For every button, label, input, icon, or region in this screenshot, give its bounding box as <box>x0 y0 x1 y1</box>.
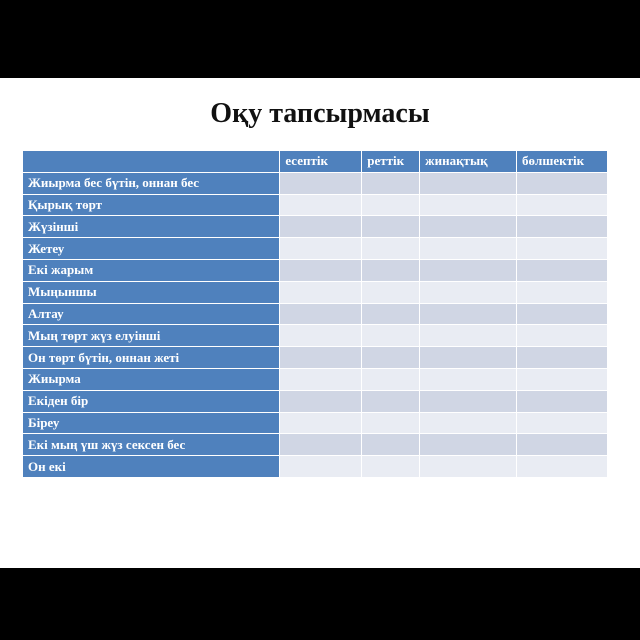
answer-cell <box>516 280 608 304</box>
table-row: Жиырма бес бүтін, оннан бес <box>21 171 608 195</box>
table-row: Екі мың үш жүз сексен бес <box>21 433 608 457</box>
answer-cell <box>361 237 421 260</box>
row-label: Он екі <box>21 455 281 478</box>
answer-cell <box>516 302 608 326</box>
answer-cell <box>361 367 421 391</box>
slide-title: Оқу тапсырмасы <box>210 98 430 129</box>
row-label: Мыңыншы <box>21 280 281 304</box>
answer-cell <box>516 258 608 282</box>
table-row: Мыңыншы <box>21 280 608 304</box>
answer-cell <box>279 433 363 457</box>
answer-cell <box>279 324 363 348</box>
answer-cell <box>279 411 363 435</box>
answer-cell <box>516 346 608 369</box>
answer-cell <box>419 302 518 326</box>
answer-cell <box>419 280 518 304</box>
answer-cell <box>419 346 518 369</box>
answer-cell <box>361 346 421 369</box>
answer-cell <box>419 237 518 260</box>
row-label: Біреу <box>21 411 281 435</box>
answer-cell <box>361 433 421 457</box>
table-header-row: есептік реттік жинақтық бөлшектік <box>21 150 608 173</box>
table-row: Он төрт бүтін, оннан жеті <box>21 346 608 369</box>
answer-cell <box>361 324 421 348</box>
answer-cell <box>516 324 608 348</box>
row-label: Екі мың үш жүз сексен бес <box>21 433 281 457</box>
table-row: Қырық төрт <box>21 193 608 217</box>
answer-cell <box>361 171 421 195</box>
answer-cell <box>419 324 518 348</box>
answer-cell <box>516 389 608 413</box>
answer-cell <box>419 411 518 435</box>
table-row: Алтау <box>21 302 608 326</box>
table-row: Екіден бір <box>21 389 608 413</box>
row-label: Қырық төрт <box>21 193 281 217</box>
answer-cell <box>361 411 421 435</box>
row-label: Жетеу <box>21 237 281 260</box>
number-table: есептік реттік жинақтық бөлшектік Жиырма бе… <box>21 150 608 478</box>
answer-cell <box>361 193 421 217</box>
answer-cell <box>361 215 421 239</box>
row-label: Жүзінші <box>21 215 281 239</box>
answer-cell <box>361 258 421 282</box>
row-label: Алтау <box>21 302 281 326</box>
answer-cell <box>361 389 421 413</box>
table-row: Мың төрт жүз елуінші <box>21 324 608 348</box>
answer-cell <box>279 455 363 478</box>
answer-cell <box>516 367 608 391</box>
row-label: Мың төрт жүз елуінші <box>21 324 281 348</box>
row-label: Екіден бір <box>21 389 281 413</box>
column-header: жинақтық <box>419 150 518 173</box>
table-row: Жүзінші <box>21 215 608 239</box>
answer-cell <box>516 215 608 239</box>
answer-cell <box>419 433 518 457</box>
answer-cell <box>279 258 363 282</box>
answer-cell <box>419 215 518 239</box>
answer-cell <box>279 171 363 195</box>
answer-cell <box>516 433 608 457</box>
answer-cell <box>516 455 608 478</box>
answer-cell <box>361 302 421 326</box>
answer-cell <box>516 411 608 435</box>
row-label: Жиырма бес бүтін, оннан бес <box>21 171 281 195</box>
table-row: Екі жарым <box>21 258 608 282</box>
column-header: бөлшектік <box>516 150 608 173</box>
answer-cell <box>279 389 363 413</box>
row-label: Он төрт бүтін, оннан жеті <box>21 346 281 369</box>
answer-cell <box>516 193 608 217</box>
answer-cell <box>279 215 363 239</box>
column-header <box>21 150 281 173</box>
row-label: Жиырма <box>21 367 281 391</box>
answer-cell <box>419 171 518 195</box>
row-label: Екі жарым <box>21 258 281 282</box>
answer-cell <box>279 280 363 304</box>
answer-cell <box>419 258 518 282</box>
table-row: Біреу <box>21 411 608 435</box>
column-header: есептік <box>279 150 363 173</box>
table-row: Жетеу <box>21 237 608 260</box>
column-header: реттік <box>361 150 421 173</box>
answer-cell <box>419 455 518 478</box>
answer-cell <box>361 280 421 304</box>
answer-cell <box>419 389 518 413</box>
answer-cell <box>279 193 363 217</box>
answer-cell <box>516 237 608 260</box>
table-row: Жиырма <box>21 367 608 391</box>
answer-cell <box>516 171 608 195</box>
answer-cell <box>279 237 363 260</box>
answer-cell <box>279 302 363 326</box>
slide: Оқу тапсырмасы есептік реттік жинақтық бөлш… <box>0 78 640 568</box>
answer-cell <box>279 367 363 391</box>
answer-cell <box>419 193 518 217</box>
answer-cell <box>419 367 518 391</box>
table-row: Он екі <box>21 455 608 478</box>
answer-cell <box>279 346 363 369</box>
answer-cell <box>361 455 421 478</box>
